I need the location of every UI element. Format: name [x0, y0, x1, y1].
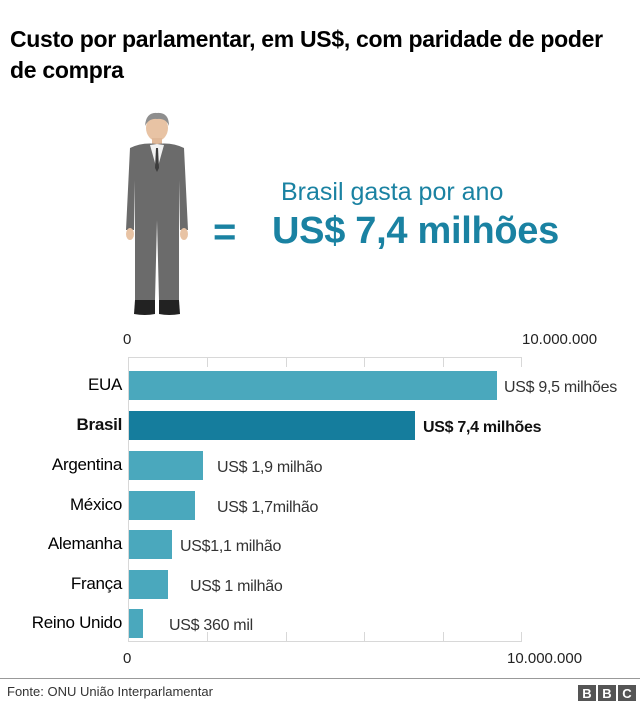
- tick: [207, 357, 208, 367]
- bar-row-eua: EUA US$ 9,5 milhões: [0, 371, 640, 401]
- bar-row-mexico: México US$ 1,7milhão: [0, 491, 640, 521]
- equals-sign: =: [213, 210, 237, 254]
- bar: [129, 530, 172, 559]
- bar: [129, 411, 415, 440]
- hero-subtitle: Brasil gasta por ano: [281, 178, 504, 206]
- row-label: Argentina: [51, 455, 122, 474]
- row-label: França: [70, 574, 122, 593]
- logo-letter: B: [578, 685, 596, 701]
- row-label: Brasil: [76, 415, 123, 434]
- value-label: US$ 360 mil: [169, 617, 253, 634]
- politician-figure-icon: [126, 112, 188, 315]
- tick: [443, 357, 444, 367]
- row-label: Reino Unido: [31, 613, 123, 632]
- tick: [364, 357, 365, 367]
- value-label: US$ 7,4 milhões: [423, 419, 542, 436]
- bar-row-brasil: Brasil US$ 7,4 milhões: [0, 411, 640, 441]
- row-label: EUA: [87, 375, 122, 394]
- value-label: US$ 9,5 milhões: [504, 379, 617, 396]
- tick: [286, 357, 287, 367]
- bottom-axis-line: [128, 641, 522, 642]
- axis-top-max-label: 10.000.000: [522, 331, 598, 348]
- value-label: US$ 1,7milhão: [217, 499, 319, 516]
- value-label: US$ 1 milhão: [190, 578, 283, 595]
- footer-divider: [0, 678, 640, 679]
- tick: [207, 632, 208, 642]
- value-label: US$ 1,9 milhão: [217, 459, 323, 476]
- bar: [129, 491, 195, 520]
- bar: [129, 371, 497, 400]
- bbc-logo: B B C: [578, 685, 636, 701]
- axis-bottom-min-label: 0: [123, 650, 132, 667]
- bar-row-argentina: Argentina US$ 1,9 milhão: [0, 451, 640, 481]
- tick: [286, 632, 287, 642]
- logo-letter: B: [598, 685, 616, 701]
- bar: [129, 609, 143, 638]
- bar: [129, 570, 168, 599]
- row-label: Alemanha: [47, 534, 122, 553]
- axis-bottom-max-label: 10.000.000: [507, 650, 583, 667]
- tick: [521, 632, 522, 642]
- row-label: México: [69, 495, 122, 514]
- hero-value: US$ 7,4 milhões: [272, 210, 559, 252]
- tick: [521, 357, 522, 367]
- chart-title: Custo por parlamentar, em US$, com parid…: [10, 26, 603, 83]
- bar: [129, 451, 203, 480]
- logo-letter: C: [618, 685, 636, 701]
- bar-row-alemanha: Alemanha US$1,1 milhão: [0, 530, 640, 560]
- bar-chart: EUA US$ 9,5 milhões Brasil US$ 7,4 milhõ…: [0, 357, 640, 642]
- value-label: US$1,1 milhão: [180, 538, 282, 555]
- tick: [443, 632, 444, 642]
- axis-top-min-label: 0: [123, 331, 132, 348]
- bar-row-franca: França US$ 1 milhão: [0, 570, 640, 600]
- y-axis-line: [128, 357, 129, 642]
- tick: [364, 632, 365, 642]
- top-axis-line: [128, 357, 522, 358]
- bar-row-reino-unido: Reino Unido US$ 360 mil: [0, 609, 640, 639]
- source-note: Fonte: ONU União Interparlamentar: [7, 684, 213, 699]
